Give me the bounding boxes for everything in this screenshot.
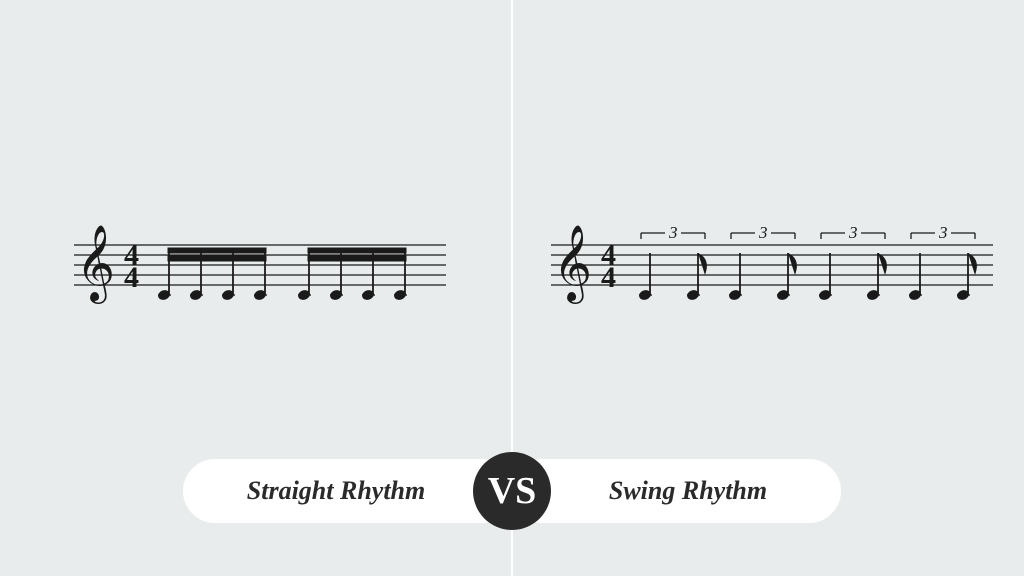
svg-text:3: 3 bbox=[758, 223, 768, 242]
svg-text:𝄞: 𝄞 bbox=[76, 225, 115, 304]
left-label-text: Straight Rhythm bbox=[247, 476, 425, 506]
svg-text:𝄞: 𝄞 bbox=[553, 225, 592, 304]
right-label-text: Swing Rhythm bbox=[609, 476, 767, 506]
comparison-label-bar: Straight Rhythm VS Swing Rhythm bbox=[183, 452, 841, 530]
svg-text:3: 3 bbox=[938, 223, 948, 242]
svg-text:4: 4 bbox=[124, 261, 139, 294]
svg-text:3: 3 bbox=[668, 223, 678, 242]
vs-badge: VS bbox=[473, 452, 551, 530]
straight-rhythm-staff: 𝄞 4 4 bbox=[56, 215, 456, 340]
svg-text:4: 4 bbox=[601, 261, 616, 294]
right-label-pill: Swing Rhythm bbox=[511, 459, 841, 523]
svg-text:3: 3 bbox=[848, 223, 858, 242]
left-label-pill: Straight Rhythm bbox=[183, 459, 513, 523]
swing-rhythm-staff: 𝄞 4 4 bbox=[533, 215, 1003, 340]
vs-text: VS bbox=[488, 469, 537, 513]
